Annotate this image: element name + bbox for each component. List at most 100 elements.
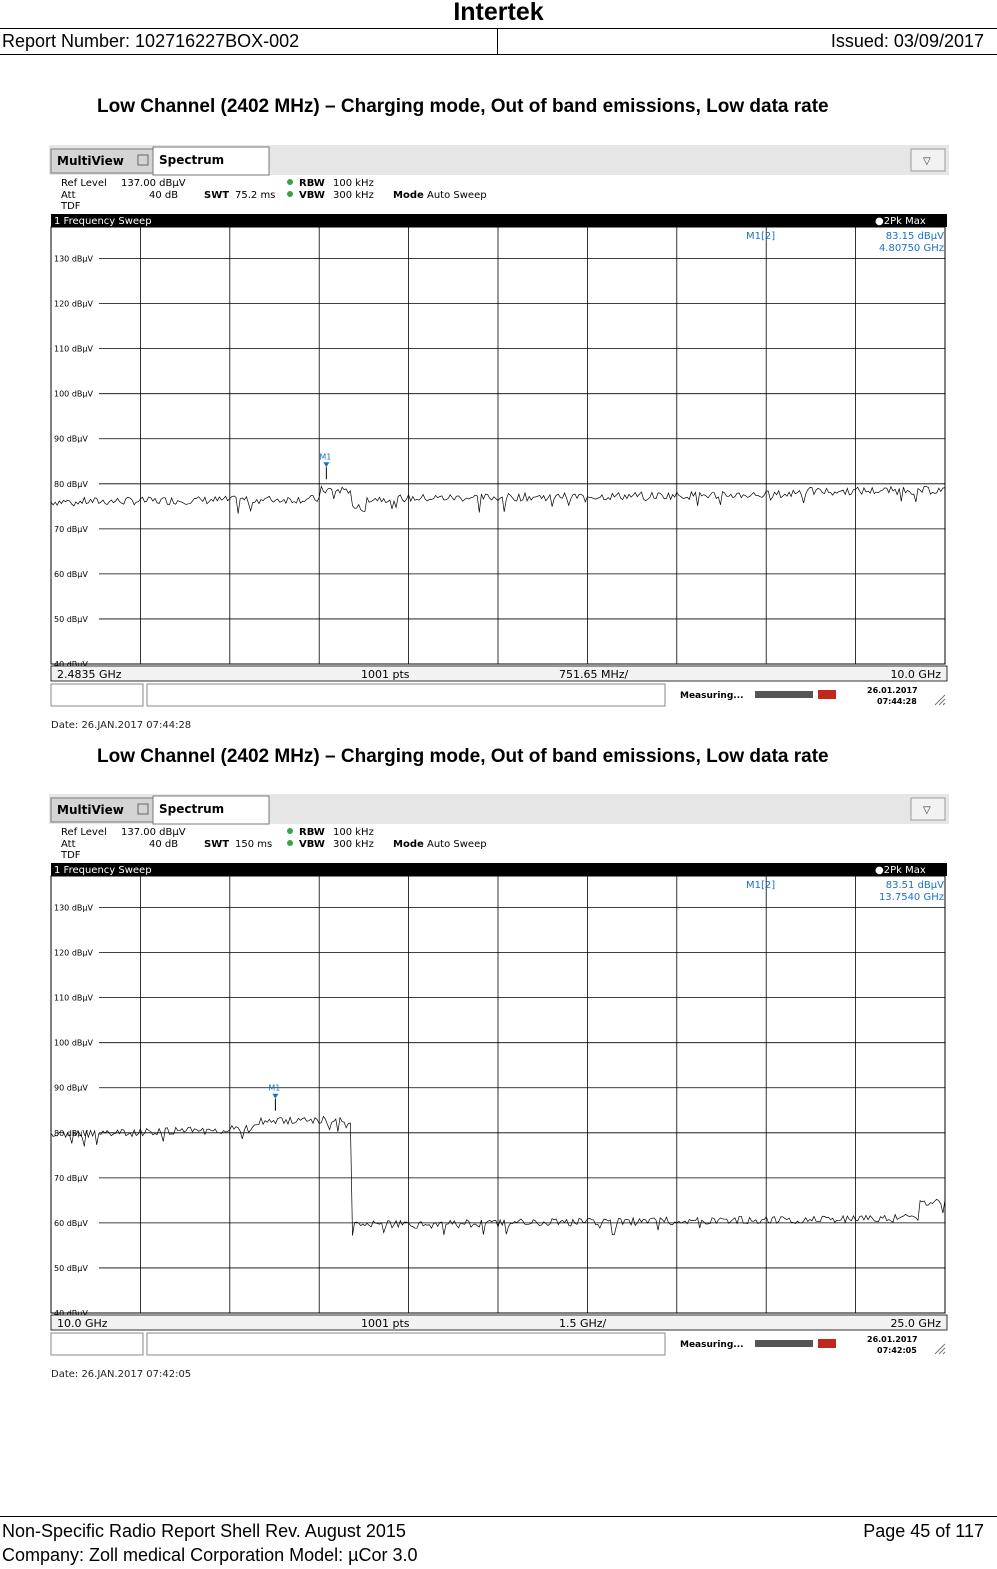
header-title: Intertek <box>453 0 544 26</box>
y-tick-label: 60 dBµV <box>54 1219 88 1228</box>
tdf-label: TDF <box>60 850 81 861</box>
progress-bar-icon <box>755 691 813 698</box>
status-indicator-icon <box>818 1339 836 1348</box>
sweep-title: 1 Frequency Sweep <box>54 865 152 876</box>
report-number: Report Number: 102716227BOX-002 <box>2 31 300 51</box>
multiview-tab-label: MultiView <box>57 154 124 168</box>
header-rule-bottom <box>0 54 997 55</box>
frequency-bar <box>50 1314 948 1331</box>
chevron-down-icon: ▽ <box>923 156 931 167</box>
dropdown-button <box>910 797 946 821</box>
att-value: 40 dB <box>149 190 178 201</box>
marker-readout-frequency: 13.7540 GHz <box>879 892 944 903</box>
progress-bar-icon <box>755 1340 813 1347</box>
status-field-left <box>50 1332 144 1356</box>
att-value: 40 dB <box>149 839 178 850</box>
span-per-division: 751.65 MHz/ <box>559 668 629 681</box>
footer-page: Page 45 of 117 <box>863 1521 984 1541</box>
stop-frequency: 10.0 GHz <box>890 668 941 681</box>
plot-caption: Low Channel (2402 MHz) – Charging mode, … <box>97 96 829 117</box>
status-date: 26.01.2017 <box>867 1335 918 1344</box>
swt-value: 75.2 ms <box>235 190 275 201</box>
y-tick-label: 80 dBµV <box>54 480 88 489</box>
rbw-label: RBW <box>299 178 325 189</box>
status-field-left <box>50 683 144 707</box>
spectrum-tab <box>152 795 270 825</box>
status-field-main <box>146 1332 666 1356</box>
spectrum-tab-label: Spectrum <box>159 802 224 816</box>
trace-label: ●2Pk Max <box>875 216 926 227</box>
start-frequency: 10.0 GHz <box>57 1317 108 1330</box>
footer-rule <box>0 1516 997 1517</box>
footer-company: Company: Zoll medical Corporation Model:… <box>2 1545 418 1565</box>
y-tick-label: 130 dBµV <box>54 255 93 264</box>
marker-readout-frequency: 4.80750 GHz <box>879 243 944 254</box>
mode-label: Mode <box>393 190 424 201</box>
y-tick-label: 70 dBµV <box>54 1174 88 1183</box>
points-count: 1001 pts <box>361 1317 410 1330</box>
att-label: Att <box>61 190 76 201</box>
status-field-main <box>146 683 666 707</box>
swt-label: SWT <box>204 190 229 201</box>
y-tick-label: 50 dBµV <box>54 615 88 624</box>
resize-grip-icon <box>934 694 946 706</box>
marker-tag: M1 <box>319 452 331 461</box>
capture-date: Date: 26.JAN.2017 07:42:05 <box>51 1369 192 1380</box>
marker-readout-level: 83.15 dBµV <box>886 231 944 242</box>
resize-grip-icon <box>934 1343 946 1355</box>
y-tick-label: 120 dBµV <box>54 949 93 958</box>
y-tick-label: 80 dBµV <box>54 1129 88 1138</box>
grid-icon <box>137 803 149 815</box>
marker-readout-name: M1[2] <box>746 231 775 242</box>
y-tick-label: 90 dBµV <box>54 435 88 444</box>
y-tick-label: 60 dBµV <box>54 570 88 579</box>
swt-label: SWT <box>204 839 229 850</box>
vbw-indicator-icon <box>287 840 293 846</box>
capture-date: Date: 26.JAN.2017 07:44:28 <box>51 720 192 731</box>
chevron-down-icon: ▽ <box>923 805 931 816</box>
spectrum-tab <box>152 146 270 176</box>
header-rule-top <box>0 28 997 29</box>
grid-icon <box>137 154 149 166</box>
mode-value: Auto Sweep <box>427 839 487 850</box>
mode-value: Auto Sweep <box>427 190 487 201</box>
ref-level-value: 137.00 dBµV <box>121 178 186 189</box>
sweep-title-bar <box>51 863 947 876</box>
spectrum-screenshot: MultiView Spectrum ▽ Ref Level 137.00 dBµV At… <box>49 794 949 1359</box>
ref-level-value: 137.00 dBµV <box>121 827 186 838</box>
y-tick-label: 120 dBµV <box>54 300 93 309</box>
marker-triangle-icon <box>272 1093 279 1099</box>
marker-tag: M1 <box>268 1084 280 1093</box>
y-tick-label: 40 dBµV <box>54 660 88 669</box>
header-divider <box>497 29 498 54</box>
marker-triangle-icon <box>323 462 330 468</box>
status-time: 07:44:28 <box>877 697 917 706</box>
mode-label: Mode <box>393 839 424 850</box>
spectrum-trace <box>50 1115 946 1236</box>
multiview-tab <box>50 797 154 823</box>
trace-label: ●2Pk Max <box>875 865 926 876</box>
status-time: 07:42:05 <box>877 1346 917 1355</box>
multiview-tab-label: MultiView <box>57 803 124 817</box>
ref-level-label: Ref Level <box>61 827 107 838</box>
rbw-indicator-icon <box>287 828 293 834</box>
frequency-bar <box>50 665 948 682</box>
marker-readout-name: M1[2] <box>746 880 775 891</box>
y-tick-label: 100 dBµV <box>54 1039 93 1048</box>
rbw-label: RBW <box>299 827 325 838</box>
dropdown-button <box>910 148 946 172</box>
sweep-title: 1 Frequency Sweep <box>54 216 152 227</box>
vbw-indicator-icon <box>287 191 293 197</box>
tdf-label: TDF <box>60 201 81 212</box>
issued-date: Issued: 03/09/2017 <box>830 31 984 51</box>
y-tick-label: 70 dBµV <box>54 525 88 534</box>
ref-level-label: Ref Level <box>61 178 107 189</box>
att-label: Att <box>61 839 76 850</box>
rbw-value: 100 kHz <box>333 827 374 838</box>
stop-frequency: 25.0 GHz <box>890 1317 941 1330</box>
y-tick-label: 90 dBµV <box>54 1084 88 1093</box>
vbw-value: 300 kHz <box>333 190 374 201</box>
spectrum-tab-label: Spectrum <box>159 153 224 167</box>
y-tick-label: 130 dBµV <box>54 904 93 913</box>
vbw-label: VBW <box>299 190 325 201</box>
